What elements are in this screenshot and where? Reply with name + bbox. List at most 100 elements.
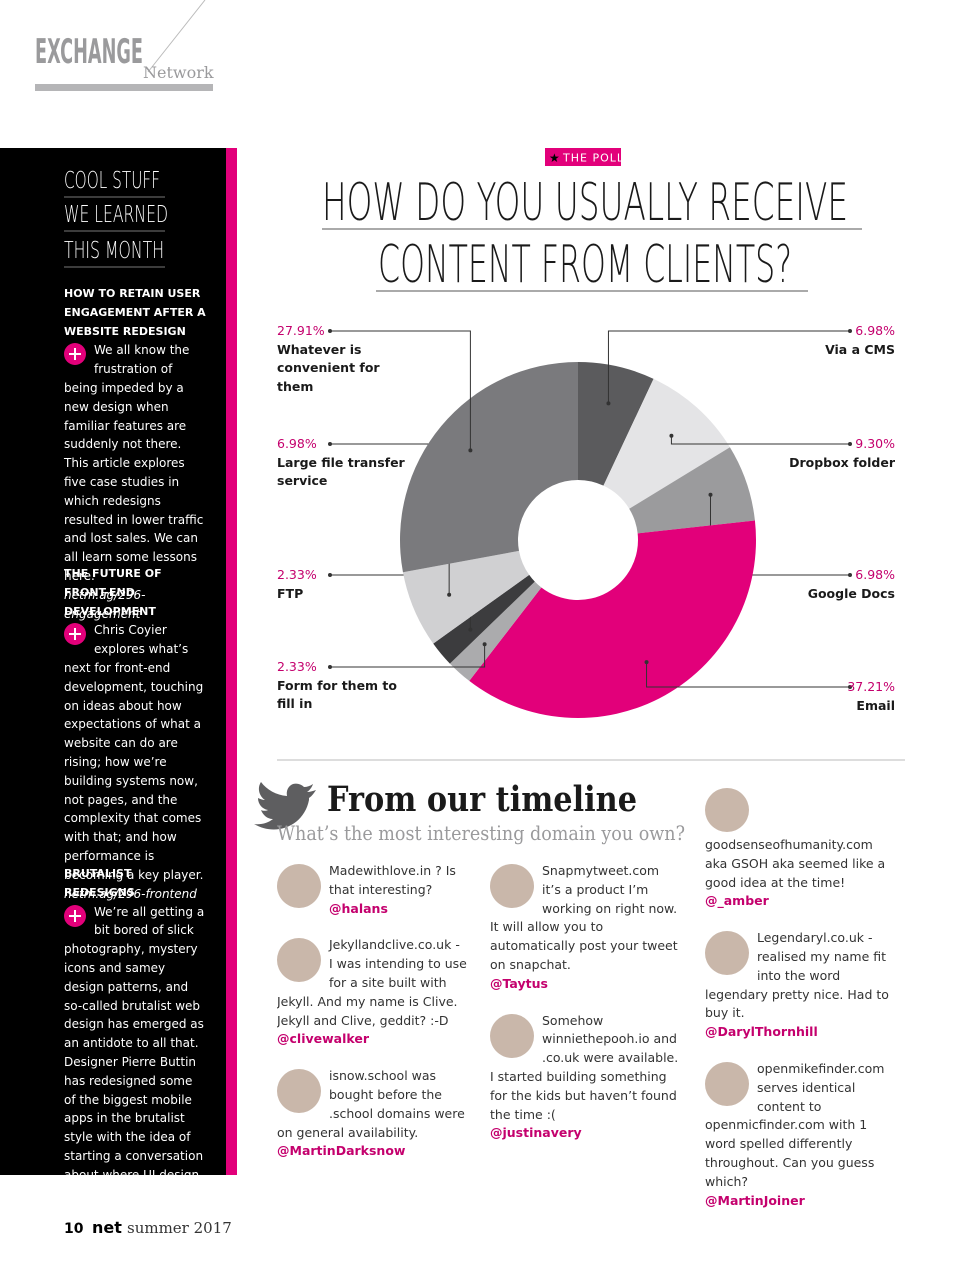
donut-segment [400,362,578,573]
item-heading: THE FUTURE OF FRONT-END DEVELOPMENT [64,567,162,618]
item-heading: HOW TO RETAIN USER ENGAGEMENT AFTER A WE… [64,287,206,338]
avatar [705,788,749,832]
tweet: goodsenseofhumanity.com aka GSOH aka see… [705,786,895,911]
chart-label: 6.98% Google Docs [755,566,895,603]
tweet: Legendaryl.co.uk - realised my name fit … [705,929,895,1042]
tweet: isnow.school was bought before the .scho… [277,1067,467,1161]
item-link: netm.ag/296-frontend [64,886,197,901]
tweet: Madewithlove.in ? Is that interesting? @h… [277,862,467,918]
header-bar [35,84,213,91]
leader-line [330,330,471,451]
plus-icon [64,623,86,646]
value-label: 37.21% [847,679,895,694]
item-body: We all know the frustration of being imp… [64,343,204,583]
header-diagonal [147,0,206,73]
leader-dot [468,448,473,453]
sidebar-item: THE FUTURE OF FRONT-END DEVELOPMENT Chris… [64,565,206,903]
poll-tag-bg [545,148,621,166]
timeline-column: Snapmytweet.com it’s a product I’m worki… [490,862,680,1161]
brand: net [92,1218,122,1237]
item-heading: BRUTALIST REDESIGNS [64,867,135,899]
tweet: Somehow winniethepooh.io and .co.uk were… [490,1012,680,1144]
tweet-handle: @MartinJoiner [705,1192,805,1208]
leader-dot [644,660,649,665]
chart-label: 6.98% Large file transfer service [277,435,407,491]
avatar [490,864,534,908]
leader-line [670,435,850,445]
donut-segment [629,447,755,534]
donut-segment [449,581,542,681]
star: ★ [549,151,560,165]
section-name: EXCHANGE [35,32,143,72]
plus-icon [64,343,86,366]
poll-title: CONTENT FROM CLIENTS? [378,235,792,295]
timeline-title: From our timeline [327,779,637,820]
tweet-text: goodsenseofhumanity.com aka GSOH aka see… [705,837,886,890]
twitter-icon [254,782,316,830]
timeline-column: Madewithlove.in ? Is that interesting? @h… [277,862,467,1179]
tweet: Jekyllandclive.co.uk - I was intending t… [277,936,467,1049]
sidebar-title: THIS MONTH [64,238,164,264]
poll-title: HOW DO YOU USUALLY RECEIVE [322,173,848,233]
value-label: 27.91% [277,323,325,338]
tweet: Snapmytweet.com it’s a product I’m worki… [490,862,680,994]
value-label: 6.98% [855,323,895,338]
leader-dot [848,442,852,446]
sidebar-item: BRUTALIST REDESIGNS We’re all getting a b… [64,865,206,1222]
leader-dot [848,573,852,577]
tweet-handle: @Taytus [490,975,548,991]
timeline-column: goodsenseofhumanity.com aka GSOH aka see… [705,786,895,1228]
sidebar-strip [226,148,237,1175]
value-label: 6.98% [277,436,317,451]
category-label: Dropbox folder [789,454,895,470]
chart-label: 27.91% Whatever is convenient for them [277,322,407,396]
avatar [705,931,749,976]
category-label: FTP [277,585,304,601]
leader-dot [328,573,332,577]
donut-segment [603,378,730,509]
leader-dot [482,642,487,647]
category-label: Google Docs [807,585,895,601]
donut-segment [469,520,756,718]
tweet-text: isnow.school was bought before the .scho… [277,1068,465,1140]
avatar [277,1069,321,1114]
sidebar-title: COOL STUFF [64,168,160,194]
tweet-text: Jekyllandclive.co.uk - I was intending t… [277,937,467,1028]
leader-dot [669,433,674,438]
category-label: Whatever is convenient for them [277,341,380,394]
tweet-handle: @halans [329,900,388,916]
leader-line [646,662,850,688]
sidebar-bg [0,148,226,1175]
donut-segment [433,574,535,664]
avatar [277,864,321,908]
chart-label: 6.98% Via a CMS [755,322,895,359]
leader-dot [328,329,332,333]
tweet-text: Madewithlove.in ? Is that interesting? [329,863,456,897]
avatar [705,1061,749,1106]
value-label: 2.33% [277,567,317,582]
category-label: Large file transfer service [277,454,405,489]
section-subname: Network [143,63,214,82]
tweet: openmikefinder.com serves identical cont… [705,1060,895,1210]
poll-tag: THE POLL [562,152,624,165]
leader-dot [328,665,332,669]
leader-dot [606,401,611,406]
leader-dot [848,329,852,333]
tweet-text: Snapmytweet.com it’s a product I’m worki… [490,863,678,972]
tweet-handle: @DarylThornhill [705,1024,818,1040]
avatar [277,938,321,983]
tweet-handle: @clivewalker [277,1031,369,1047]
sidebar-item: HOW TO RETAIN USER ENGAGEMENT AFTER A WE… [64,285,206,623]
donut-segment [402,550,530,644]
tweet-handle: @_amber [705,893,769,909]
timeline-question: What’s the most interesting domain you o… [277,821,685,845]
issue: summer 2017 [127,1219,232,1237]
item-link: netm.ag/296-engagement [64,587,146,621]
chart-label: 2.33% Form for them to fill in [277,658,407,714]
leader-line [330,644,486,668]
avatar [490,1013,534,1058]
value-label: 6.98% [855,567,895,582]
value-label: 9.30% [855,436,895,451]
item-link: netm.ag/296-brutalist [64,1205,196,1220]
